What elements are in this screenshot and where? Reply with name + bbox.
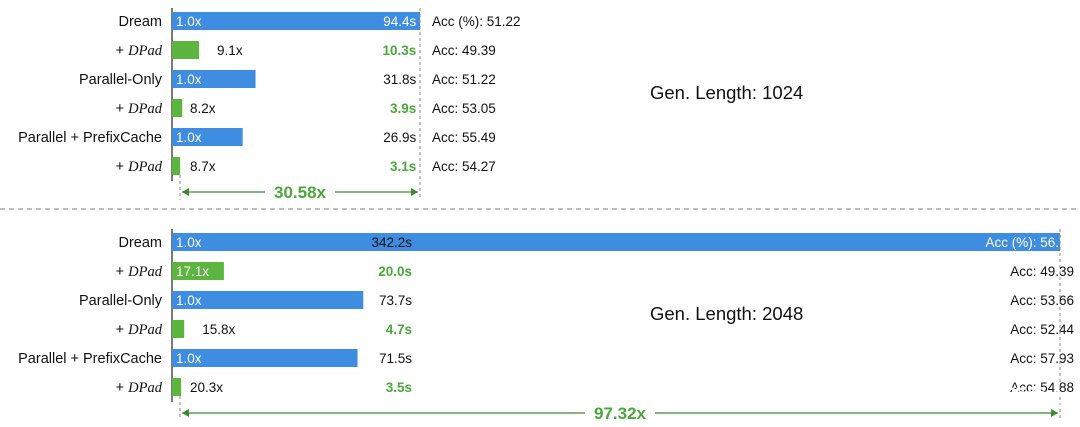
speedup-label: 1.0x xyxy=(176,130,202,145)
row-label: + DPad xyxy=(116,159,163,175)
row-label: + DPad xyxy=(116,264,163,280)
time-label: 4.7s xyxy=(386,322,412,337)
speedup-label: 1.0x xyxy=(176,351,202,366)
time-label: 10.3s xyxy=(382,43,416,58)
bar xyxy=(172,233,1060,251)
accuracy-label: Acc: 57.93 xyxy=(1010,351,1074,366)
time-label: 342.2s xyxy=(371,235,412,250)
accuracy-label: Acc: 49.39 xyxy=(432,43,496,58)
accuracy-label: Acc: 55.49 xyxy=(432,130,496,145)
arrowhead-right xyxy=(411,188,418,196)
accuracy-label: Acc: 49.39 xyxy=(1010,264,1074,279)
row-label: + DPad xyxy=(116,101,163,117)
bar xyxy=(172,12,420,30)
bar xyxy=(172,349,358,367)
gen-length-annotation: Gen. Length: 2048 xyxy=(650,303,803,324)
time-label: 3.1s xyxy=(390,159,416,174)
time-label: 31.8s xyxy=(383,72,416,87)
speedup-label: 9.1x xyxy=(217,43,243,58)
time-label: 3.5s xyxy=(386,380,412,395)
speedup-label: 1.0x xyxy=(176,293,202,308)
speedup-label: 1.0x xyxy=(176,72,202,87)
row-label: + DPad xyxy=(116,380,163,396)
arrowhead-left xyxy=(182,188,189,196)
time-label: 3.9s xyxy=(390,101,416,116)
arrowhead-left xyxy=(182,409,189,417)
row-label: Dream xyxy=(118,235,162,251)
row-label: Dream xyxy=(118,14,162,30)
time-label: 73.7s xyxy=(379,293,412,308)
speedup-label: 1.0x xyxy=(176,235,202,250)
bar xyxy=(172,41,200,59)
time-label: 94.4s xyxy=(383,14,416,29)
speedup-label: 15.8x xyxy=(202,322,235,337)
row-label: Parallel-Only xyxy=(79,72,163,88)
bar xyxy=(172,99,183,117)
arrowhead-right xyxy=(1051,409,1058,417)
time-label: 20.0s xyxy=(378,264,412,279)
accuracy-label: Acc: 54.27 xyxy=(432,159,496,174)
panel-2: Dream 1.0x 342.2s Acc (%): 56.71 + DPad 17.1x… xyxy=(18,229,1074,423)
bar xyxy=(172,320,185,338)
speedup-label: 1.0x xyxy=(176,14,202,29)
accuracy-label: Acc: 51.22 xyxy=(432,72,496,87)
accuracy-label: Acc: 52.44 xyxy=(1010,322,1074,337)
bar xyxy=(172,157,181,175)
bar xyxy=(172,128,243,146)
accuracy-label: Acc: 53.66 xyxy=(1010,293,1074,308)
panel-1: Dream 1.0x 94.4s Acc (%): 51.22 + DPad 9.1x 10… xyxy=(18,8,803,202)
row-label: + DPad xyxy=(116,43,163,59)
accuracy-label: Acc: 54.88 xyxy=(1010,380,1074,395)
speedup-label: 20.3x xyxy=(190,380,223,395)
bar xyxy=(172,291,364,309)
accuracy-label: Acc (%): 51.22 xyxy=(432,14,521,29)
accuracy-label: Acc: 53.05 xyxy=(432,101,496,116)
time-label: 71.5s xyxy=(379,351,412,366)
bar xyxy=(172,70,256,88)
bar xyxy=(172,262,224,280)
overall-speedup-label: 97.32x xyxy=(594,404,647,423)
speedup-label: 8.2x xyxy=(190,101,216,116)
row-label: Parallel + PrefixCache xyxy=(18,130,162,146)
speedup-label: 8.7x xyxy=(190,159,216,174)
row-label: Parallel + PrefixCache xyxy=(18,351,162,367)
speedup-label: 17.1x xyxy=(176,264,209,279)
bar xyxy=(172,378,182,396)
accuracy-label: Acc (%): 56.71 xyxy=(985,235,1074,250)
overall-speedup-label: 30.58x xyxy=(274,183,327,202)
row-label: + DPad xyxy=(116,322,163,338)
time-label: 26.9s xyxy=(383,130,416,145)
watermark-text: 掘金技术社区 @ 机器之心 xyxy=(826,386,1068,410)
chart-panels: Dream 1.0x 94.4s Acc (%): 51.22 + DPad 9.1x 10… xyxy=(18,8,1074,423)
row-label: Parallel-Only xyxy=(79,293,163,309)
gen-length-annotation: Gen. Length: 1024 xyxy=(650,82,803,103)
